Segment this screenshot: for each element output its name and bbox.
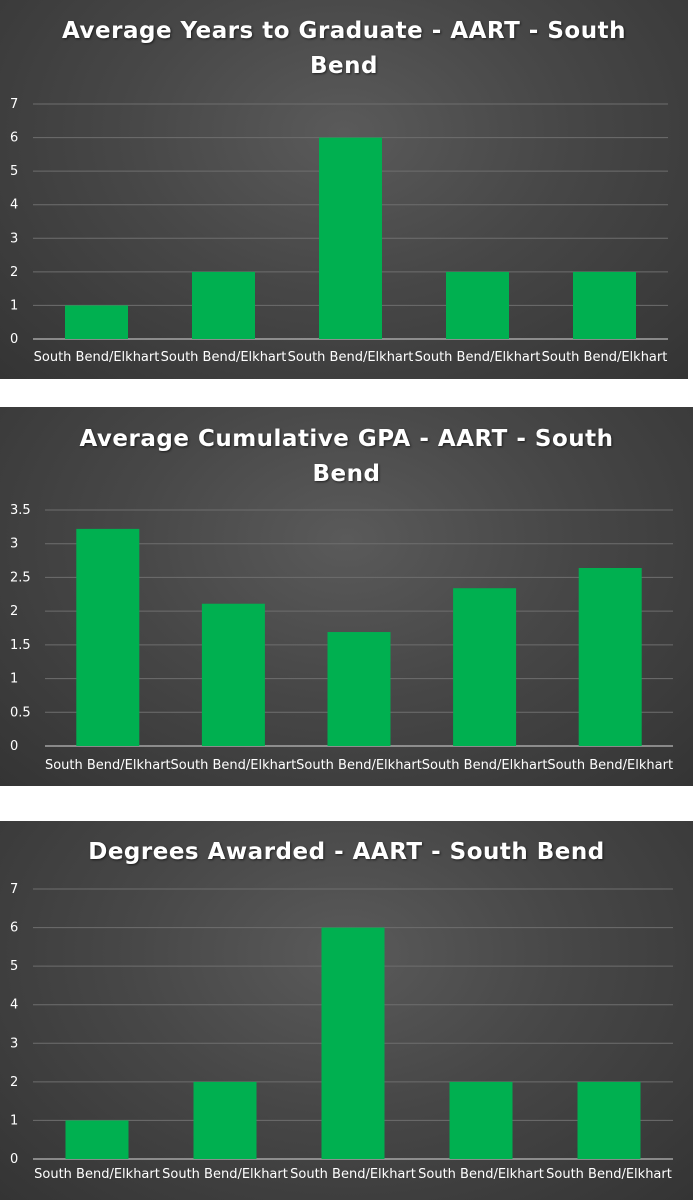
y-tick-label: 6 [10,131,18,146]
y-tick-label: 5 [10,164,18,179]
x-category-label: South Bend/Elkhart [542,350,668,365]
y-tick-label: 3 [10,537,18,552]
x-category-label: South Bend/Elkhart [296,758,422,773]
y-tick-label: 6 [10,921,18,936]
x-category-label: South Bend/Elkhart [171,758,297,773]
x-category-label: South Bend/Elkhart [422,758,548,773]
bar-5 [578,567,642,746]
bar-5 [573,271,636,339]
y-tick-label: 2.5 [10,570,31,585]
chart-panel-degrees-awarded: Degrees Awarded - AART - South Bend 0 1 2 3… [0,821,693,1200]
bar-4 [453,588,517,746]
bar-1 [76,528,140,746]
x-category-label: South Bend/Elkhart [34,1167,160,1182]
y-tick-label: 1 [10,298,18,313]
bar-2 [192,271,255,339]
bar-1 [65,305,128,339]
bar-4 [449,1081,513,1159]
bar-3 [319,137,382,339]
x-category-label: South Bend/Elkhart [290,1167,416,1182]
bar-2 [193,1081,257,1159]
bar-2 [201,603,265,746]
y-tick-label: 3.5 [10,503,31,518]
x-category-label: South Bend/Elkhart [415,350,541,365]
x-category-label: South Bend/Elkhart [162,1167,288,1182]
bar-5 [577,1081,641,1159]
chart-panel-cumulative-gpa: Average Cumulative GPA - AART - South Be… [0,407,693,786]
bar-3 [321,927,385,1159]
y-tick-label: 2 [10,265,18,280]
chart-panel-years-to-graduate: Average Years to Graduate - AART - South… [0,0,688,379]
y-tick-label: 1 [10,672,18,687]
bar-4 [446,271,509,339]
bar-1 [65,1120,129,1159]
y-tick-label: 0 [10,1152,18,1167]
y-tick-label: 2 [10,1075,18,1090]
y-tick-label: 0 [10,739,18,754]
y-tick-label: 1.5 [10,638,31,653]
x-category-label: South Bend/Elkhart [34,350,160,365]
x-category-label: South Bend/Elkhart [547,758,673,773]
y-tick-label: 1 [10,1113,18,1128]
y-tick-label: 3 [10,231,18,246]
x-category-label: South Bend/Elkhart [546,1167,672,1182]
x-category-label: South Bend/Elkhart [161,350,287,365]
y-tick-label: 7 [10,882,18,897]
y-tick-label: 4 [10,198,18,213]
bar-3 [327,632,391,746]
x-category-label: South Bend/Elkhart [418,1167,544,1182]
x-category-label: South Bend/Elkhart [45,758,171,773]
y-tick-label: 2 [10,604,18,619]
x-category-label: South Bend/Elkhart [288,350,414,365]
chart-title: Average Years to Graduate - AART - South… [62,18,626,79]
y-tick-label: 0 [10,332,18,347]
y-tick-label: 5 [10,959,18,974]
y-tick-label: 0.5 [10,705,31,720]
y-tick-label: 7 [10,97,18,112]
chart-title: Average Cumulative GPA - AART - South Be… [79,426,614,487]
chart-title: Degrees Awarded - AART - South Bend [88,839,605,865]
y-tick-label: 4 [10,998,18,1013]
y-tick-label: 3 [10,1036,18,1051]
